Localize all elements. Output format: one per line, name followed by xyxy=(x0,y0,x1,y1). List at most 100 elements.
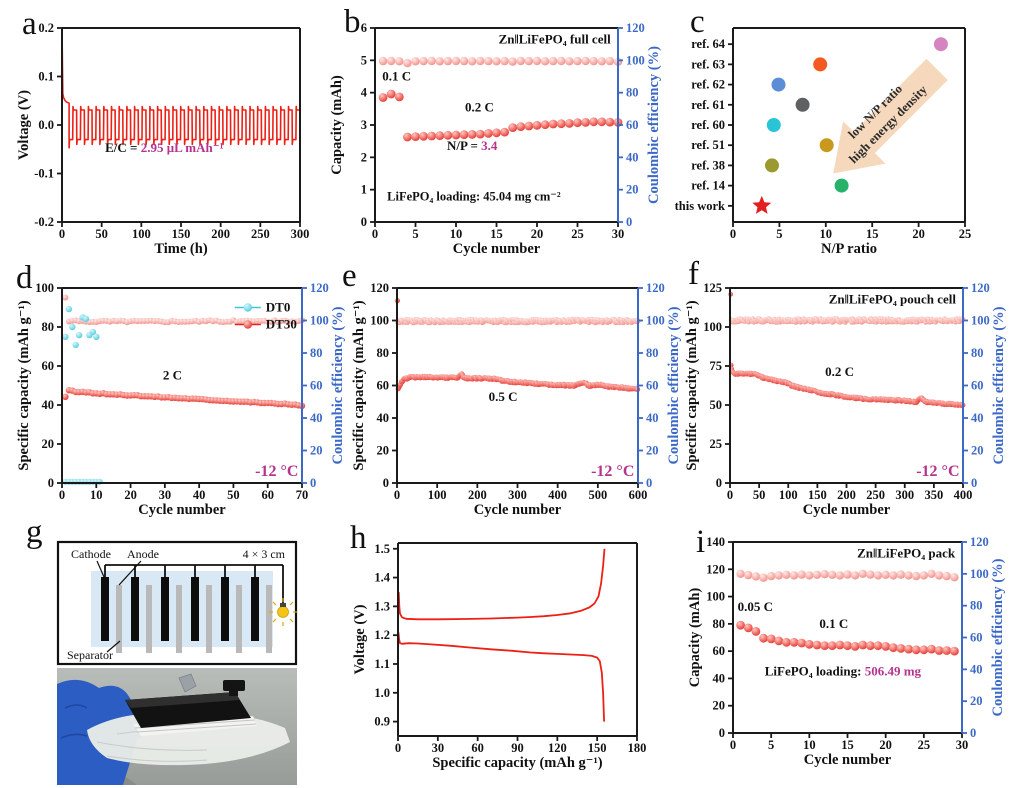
clip-nub xyxy=(229,691,238,696)
svg-text:1.1: 1.1 xyxy=(374,657,390,671)
panel-h-letter: h xyxy=(350,520,367,556)
svg-text:60: 60 xyxy=(626,118,639,132)
chart-d-cycling-2c: 0 10 20 30 40 50 60 700204060801000204060801001… xyxy=(16,281,346,518)
svg-text:25: 25 xyxy=(571,227,584,241)
svg-text:DT0: DT0 xyxy=(266,300,291,315)
svg-text:200: 200 xyxy=(211,227,230,241)
svg-text:40: 40 xyxy=(646,411,659,425)
svg-text:Time (h): Time (h) xyxy=(154,241,207,257)
svg-text:N/P = 3.4: N/P = 3.4 xyxy=(447,138,498,153)
svg-text:10: 10 xyxy=(803,738,816,752)
svg-text:80: 80 xyxy=(971,346,984,360)
svg-text:Cycle number: Cycle number xyxy=(803,502,891,518)
svg-text:ref. 51: ref. 51 xyxy=(691,138,725,152)
svg-text:150: 150 xyxy=(172,227,191,241)
svg-text:0.2 C: 0.2 C xyxy=(465,99,494,114)
separator-label: Separator xyxy=(67,648,113,662)
svg-text:0: 0 xyxy=(971,476,977,490)
svg-text:20: 20 xyxy=(124,488,137,502)
svg-text:20: 20 xyxy=(42,437,55,451)
svg-text:1: 1 xyxy=(361,183,367,197)
chart-h-voltage-profile: 0 30 60 90 120 150 180 0.9 1.0 1.1 1.2 1.3 1.4 1.5 Spe… xyxy=(352,542,646,771)
svg-text:0: 0 xyxy=(646,476,652,490)
svg-text:E/C = 2.95 μL mAh⁻¹: E/C = 2.95 μL mAh⁻¹ xyxy=(105,140,223,155)
svg-text:Zn‖LiFePO₄ pouch cell: Zn‖LiFePO₄ pouch cell xyxy=(829,292,957,307)
svg-text:5: 5 xyxy=(361,53,367,67)
svg-text:600: 600 xyxy=(629,488,648,502)
svg-text:150: 150 xyxy=(588,741,607,755)
svg-text:120: 120 xyxy=(971,281,990,295)
anode-pointer-line xyxy=(118,560,142,586)
svg-text:1.0: 1.0 xyxy=(374,686,390,700)
svg-text:0.1: 0.1 xyxy=(38,70,54,84)
svg-text:Specific capacity (mAh g⁻¹): Specific capacity (mAh g⁻¹) xyxy=(351,300,367,470)
svg-text:120: 120 xyxy=(626,21,645,35)
bulb-icon xyxy=(269,598,297,626)
panel-i-letter: i xyxy=(696,524,706,560)
svg-text:20: 20 xyxy=(970,694,983,708)
svg-text:0.2: 0.2 xyxy=(38,21,54,35)
svg-text:Voltage (V): Voltage (V) xyxy=(352,604,368,674)
svg-text:1.2: 1.2 xyxy=(374,628,390,642)
svg-text:0: 0 xyxy=(716,476,722,490)
svg-text:0.1 C: 0.1 C xyxy=(819,616,848,631)
svg-text:0.9: 0.9 xyxy=(374,715,390,729)
svg-text:40: 40 xyxy=(626,150,639,164)
svg-text:Zn‖LiFePO₄ full cell: Zn‖LiFePO₄ full cell xyxy=(499,32,611,47)
svg-text:20: 20 xyxy=(646,444,659,458)
svg-text:150: 150 xyxy=(808,488,827,502)
svg-text:0: 0 xyxy=(59,227,65,241)
chart-a-voltage-vs-time: 0 50 100 150 200 250 300 -0.2 -0.1 0.0 0.1 0.2 Time … xyxy=(16,21,309,257)
svg-text:Coulombic efficiency (%): Coulombic efficiency (%) xyxy=(666,306,682,464)
svg-text:15: 15 xyxy=(841,738,854,752)
svg-text:0: 0 xyxy=(59,488,65,502)
svg-text:ref. 38: ref. 38 xyxy=(691,158,725,172)
svg-text:25: 25 xyxy=(918,738,931,752)
svg-text:4: 4 xyxy=(361,86,368,100)
svg-text:ref. 63: ref. 63 xyxy=(691,57,725,71)
svg-text:50: 50 xyxy=(227,488,240,502)
svg-text:40: 40 xyxy=(971,411,984,425)
svg-text:100: 100 xyxy=(971,314,990,328)
svg-text:100: 100 xyxy=(626,53,645,67)
svg-text:0: 0 xyxy=(727,488,733,502)
svg-text:120: 120 xyxy=(310,281,329,295)
svg-text:40: 40 xyxy=(377,411,390,425)
svg-text:ref. 14: ref. 14 xyxy=(691,179,726,193)
svg-text:5: 5 xyxy=(768,738,774,752)
svg-text:10: 10 xyxy=(820,227,833,241)
svg-text:ref. 62: ref. 62 xyxy=(691,78,725,92)
svg-text:40: 40 xyxy=(970,662,983,676)
svg-text:100: 100 xyxy=(35,281,54,295)
svg-text:80: 80 xyxy=(310,346,323,360)
pouch-cell-schematic: Cathode Anode 4 × 3 cm Separator xyxy=(56,540,298,666)
svg-text:100: 100 xyxy=(310,314,329,328)
svg-text:40: 40 xyxy=(42,398,55,412)
anode-label: Anode xyxy=(127,547,159,561)
svg-text:30: 30 xyxy=(159,488,172,502)
svg-text:140: 140 xyxy=(706,535,725,549)
cathode-pointer-line xyxy=(96,560,105,578)
svg-text:1.4: 1.4 xyxy=(374,571,390,585)
svg-text:120: 120 xyxy=(970,535,989,549)
chart-i-pack-cycling: 0 5 10 15 20 25 300204060801001201400204060801… xyxy=(687,535,1006,768)
svg-text:ref. 64: ref. 64 xyxy=(691,37,726,51)
svg-text:-12 °C: -12 °C xyxy=(591,463,634,480)
cell-size-label: 4 × 3 cm xyxy=(243,547,286,561)
svg-text:0.2 C: 0.2 C xyxy=(825,364,854,379)
svg-text:ref. 60: ref. 60 xyxy=(691,118,725,132)
svg-text:200: 200 xyxy=(468,488,487,502)
svg-text:20: 20 xyxy=(971,444,984,458)
svg-text:25: 25 xyxy=(959,227,972,241)
svg-text:0: 0 xyxy=(383,476,389,490)
svg-text:0: 0 xyxy=(395,741,401,755)
svg-text:500: 500 xyxy=(588,488,607,502)
panel-e-letter: e xyxy=(342,258,357,294)
svg-text:400: 400 xyxy=(954,488,973,502)
svg-text:0.5 C: 0.5 C xyxy=(489,389,518,404)
svg-text:70: 70 xyxy=(296,488,309,502)
pouch-cell-photo xyxy=(57,668,297,785)
svg-text:10: 10 xyxy=(90,488,103,502)
svg-text:30: 30 xyxy=(612,227,625,241)
